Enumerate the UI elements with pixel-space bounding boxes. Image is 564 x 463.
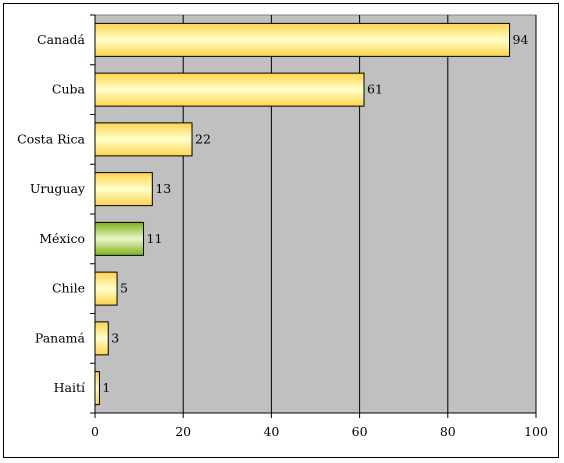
x-tick-label: 20 [175,424,191,439]
data-label: 3 [111,330,119,345]
x-tick-label: 0 [91,424,99,439]
x-tick-label: 100 [524,424,548,439]
category-label: Haití [54,380,86,395]
x-tick-label: 60 [352,424,368,439]
category-label: Costa Rica [17,131,85,146]
bar [94,321,109,356]
category-label: Canadá [37,32,86,47]
bar [94,371,100,406]
x-tick-label: 80 [440,424,456,439]
data-label: 11 [147,231,163,246]
category-label: Uruguay [30,181,86,196]
bar [94,172,153,207]
data-label: 22 [195,131,211,146]
category-label: México [39,231,85,246]
bar [94,221,145,256]
data-label: 13 [155,181,171,196]
bar [94,22,511,57]
data-label: 5 [120,281,128,296]
category-label: Panamá [35,330,86,345]
x-tick-label: 40 [263,424,279,439]
bars [94,22,511,406]
data-label: 1 [102,380,110,395]
bar [94,122,193,157]
bar [94,72,365,107]
data-label: 94 [513,32,529,47]
axes [90,14,537,418]
category-label: Chile [52,281,85,296]
category-label: Cuba [52,82,86,97]
data-label: 61 [367,82,383,97]
bar [94,271,118,306]
